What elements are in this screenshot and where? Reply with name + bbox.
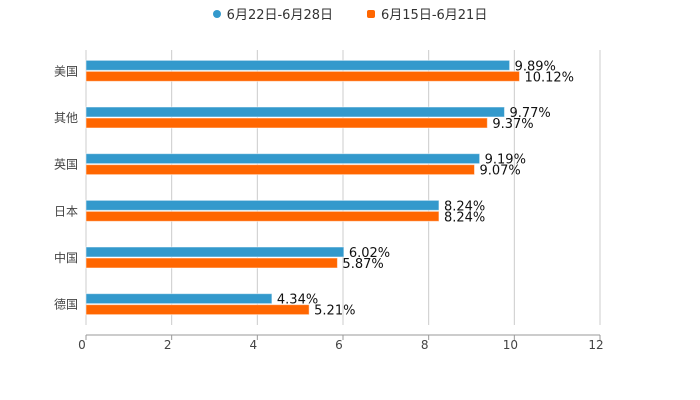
y-category-label: 日本 [54, 204, 78, 218]
data-label: 9.37% [492, 117, 533, 132]
x-tick-label: 0 [78, 338, 86, 352]
x-tick-label: 8 [421, 338, 429, 352]
x-tick-label: 4 [250, 338, 258, 352]
legend-item-series-1[interactable]: 6月22日-6月28日 [212, 4, 333, 23]
x-tick-label: 2 [164, 338, 172, 352]
legend-label: 6月22日-6月28日 [226, 8, 333, 23]
legend-marker-icon [212, 9, 221, 18]
bar-1 [85, 59, 511, 71]
bar-1 [85, 199, 440, 211]
y-category-label: 中国 [54, 250, 78, 265]
bar-1 [85, 106, 505, 118]
data-label: 9.07% [479, 164, 520, 179]
data-label: 6.02% [349, 246, 390, 261]
y-category-label: 英国 [54, 158, 78, 172]
data-label: 9.77% [509, 106, 550, 121]
bar-2 [85, 117, 488, 129]
bar-1 [85, 293, 273, 305]
bar-2 [85, 210, 440, 222]
x-tick-label: 10 [503, 338, 518, 352]
bar-2 [85, 257, 338, 269]
legend-marker-icon [367, 9, 375, 18]
data-label: 5.87% [342, 257, 383, 272]
data-label: 8.24% [444, 210, 485, 225]
data-label: 9.19% [485, 153, 526, 168]
y-category-label: 德国 [54, 297, 78, 312]
bar-1 [85, 246, 345, 258]
data-label: 10.12% [524, 70, 574, 85]
data-label: 4.34% [277, 293, 318, 308]
data-label: 5.21% [314, 304, 355, 319]
legend-item-series-2[interactable]: 6月15日-6月21日 [367, 4, 487, 23]
legend-label: 6月15日-6月21日 [381, 8, 488, 23]
bar-1 [85, 153, 481, 165]
data-label: 8.24% [444, 199, 485, 214]
bar-2 [85, 304, 310, 316]
x-tick-label: 6 [335, 338, 343, 352]
legend: 6月22日-6月28日 6月15日-6月21日 [0, 4, 700, 23]
bar-2 [85, 70, 520, 82]
data-label: 9.89% [515, 59, 556, 74]
y-category-label: 美国 [54, 64, 78, 78]
y-category-label: 其他 [54, 111, 78, 125]
x-tick-label: 12 [588, 338, 603, 352]
bar-2 [85, 164, 475, 176]
